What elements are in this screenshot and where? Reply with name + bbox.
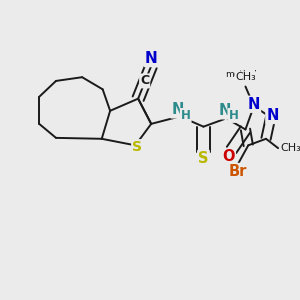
Text: O: O [222,149,235,164]
Text: N: N [266,108,279,123]
Text: Br: Br [229,164,247,179]
Text: H: H [181,109,191,122]
Text: N: N [171,102,184,117]
Text: C: C [140,74,149,87]
Text: S: S [198,151,209,166]
Text: N: N [145,51,158,66]
Text: N: N [248,97,260,112]
Text: methyl: methyl [225,70,257,79]
Text: CH₃: CH₃ [280,143,300,153]
Text: S: S [132,140,142,154]
Text: CH₃: CH₃ [235,72,256,82]
Text: N: N [219,103,231,118]
Text: H: H [228,109,238,122]
